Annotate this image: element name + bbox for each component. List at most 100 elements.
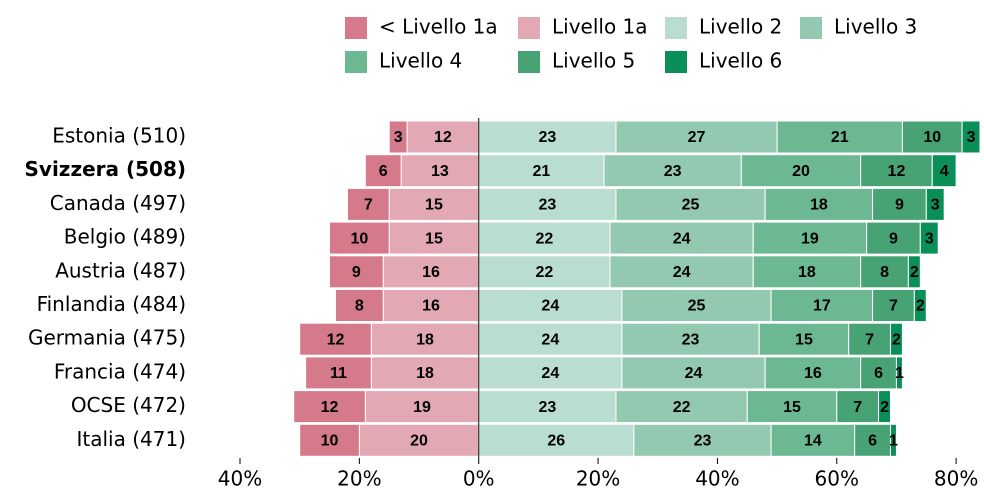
bar-segment xyxy=(615,187,766,221)
bar-segment xyxy=(346,187,390,221)
x-tick-label: 20% xyxy=(576,467,620,490)
bar-segment xyxy=(364,154,402,188)
value-label: 23 xyxy=(664,163,682,180)
value-label: 3 xyxy=(931,197,940,214)
bar-segment xyxy=(925,187,945,221)
category-label: Germania (475) xyxy=(28,326,186,350)
value-label: 23 xyxy=(694,433,712,450)
bar-segment xyxy=(615,390,748,424)
bar-segment xyxy=(907,255,921,289)
value-label: 8 xyxy=(355,298,364,315)
value-label: 21 xyxy=(532,163,550,180)
category-label: Francia (474) xyxy=(54,359,186,383)
bar-segment xyxy=(770,289,874,322)
bar-segment xyxy=(299,322,372,356)
bar-segment xyxy=(603,154,742,188)
value-label: 25 xyxy=(682,197,700,214)
value-label: 7 xyxy=(889,298,898,315)
value-label: 3 xyxy=(925,230,934,247)
value-label: 9 xyxy=(889,230,898,247)
value-label: 15 xyxy=(425,197,443,214)
value-label: 12 xyxy=(434,129,452,146)
value-label: 15 xyxy=(795,331,813,348)
bar-segment xyxy=(382,255,480,289)
value-label: 15 xyxy=(425,230,443,247)
bar-segment xyxy=(305,356,372,390)
bar-segment xyxy=(621,289,772,322)
legend-label: Livello 2 xyxy=(699,15,782,39)
value-label: 11 xyxy=(330,365,347,382)
bar-segment xyxy=(478,390,617,424)
value-label: 3 xyxy=(394,129,403,146)
value-label: 24 xyxy=(685,365,703,382)
bar-segment xyxy=(764,187,874,221)
legend-label: Livello 1a xyxy=(552,15,648,39)
bar-segment xyxy=(633,423,772,457)
legend-label: Livello 3 xyxy=(834,15,917,39)
bar-segment xyxy=(961,120,981,154)
value-label: 24 xyxy=(541,365,559,382)
bar-segment xyxy=(358,423,480,457)
bar-segment xyxy=(740,154,862,188)
bar-segment xyxy=(889,322,903,356)
bar-segment xyxy=(329,255,384,289)
value-label: 21 xyxy=(831,129,849,146)
value-label: 24 xyxy=(673,264,691,281)
bar-segment xyxy=(860,356,897,390)
bar-segment xyxy=(860,255,909,289)
value-label: 18 xyxy=(416,331,434,348)
category-label: Canada (497) xyxy=(50,191,186,215)
bar-segment xyxy=(364,390,480,424)
bar-segment xyxy=(931,154,957,188)
category-label: Austria (487) xyxy=(55,258,186,282)
category-label: Belgio (489) xyxy=(64,225,186,249)
category-label: Finlandia (484) xyxy=(37,292,186,316)
value-label: 26 xyxy=(547,433,565,450)
value-label: 7 xyxy=(853,399,862,416)
value-label: 25 xyxy=(688,298,706,315)
value-label: 27 xyxy=(688,129,706,146)
bar-segment xyxy=(329,221,390,255)
value-label: 12 xyxy=(327,331,345,348)
value-label: 6 xyxy=(868,433,877,450)
value-label: 15 xyxy=(783,399,801,416)
legend-swatch xyxy=(345,51,367,73)
value-label: 22 xyxy=(673,399,691,416)
value-label: 19 xyxy=(801,230,819,247)
value-label: 23 xyxy=(538,399,556,416)
bar-segment xyxy=(860,154,933,188)
bar-segment xyxy=(776,120,903,154)
value-label: 12 xyxy=(321,399,339,416)
bar-segment xyxy=(895,356,903,390)
value-label: 24 xyxy=(541,298,559,315)
legend-swatch xyxy=(800,17,822,39)
category-label: Estonia (510) xyxy=(52,124,186,148)
legend-swatch xyxy=(345,17,367,39)
bar-segment xyxy=(901,120,963,154)
legend-swatch xyxy=(518,51,540,73)
bar-segment xyxy=(872,289,915,322)
bar-segment xyxy=(293,390,366,424)
value-label: 13 xyxy=(431,163,449,180)
value-label: 9 xyxy=(895,197,904,214)
value-label: 23 xyxy=(538,129,556,146)
bar-segment xyxy=(370,322,480,356)
value-label: 23 xyxy=(538,197,556,214)
value-label: 8 xyxy=(880,264,889,281)
value-label: 2 xyxy=(880,399,889,416)
x-tick-label: 0% xyxy=(463,467,495,490)
value-label: 16 xyxy=(804,365,822,382)
legend-swatch xyxy=(665,17,687,39)
value-label: 18 xyxy=(798,264,816,281)
bar-segment xyxy=(621,322,760,356)
bar-segment xyxy=(913,289,927,322)
bar-segment xyxy=(609,255,754,289)
bar-segment xyxy=(299,423,360,457)
value-label: 17 xyxy=(813,298,831,315)
category-label: Italia (471) xyxy=(76,427,186,451)
value-label: 22 xyxy=(535,264,553,281)
bar-segment xyxy=(370,356,480,390)
bar-segment xyxy=(878,390,891,424)
bar-segment xyxy=(764,356,862,390)
